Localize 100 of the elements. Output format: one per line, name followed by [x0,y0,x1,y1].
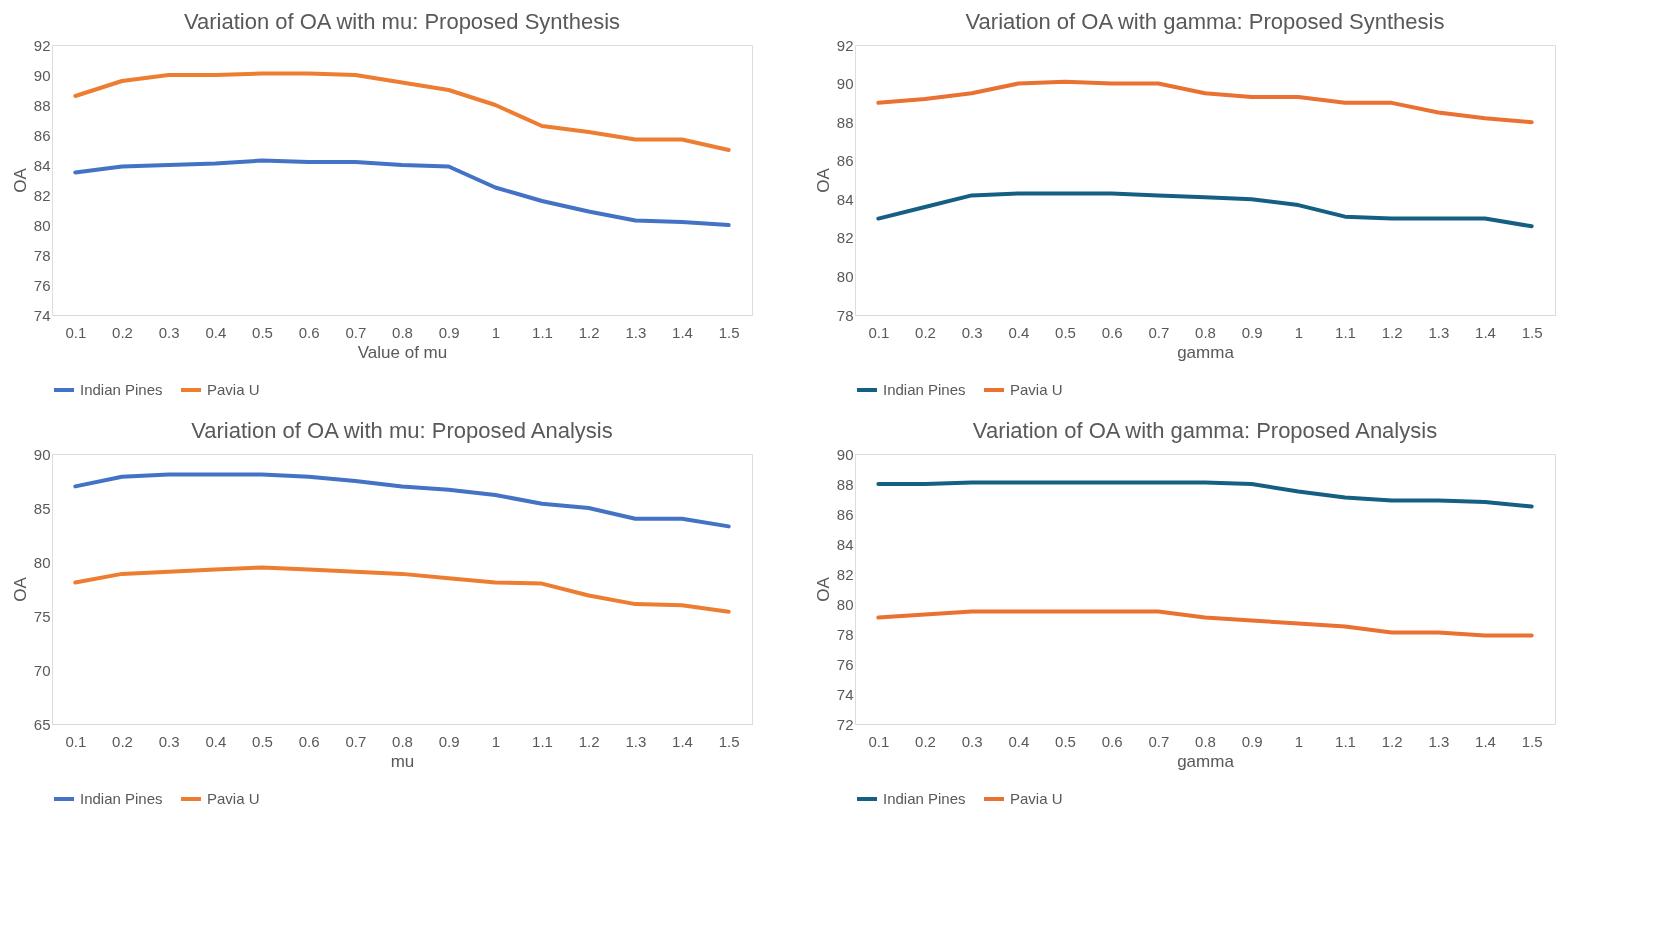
y-tick-label: 86 [836,152,854,170]
x-tick-label: 1.3 [1428,732,1450,750]
y-tick-label: 78 [33,246,51,264]
x-tick-label: 0.5 [252,732,273,750]
y-tick-label: 75 [33,607,51,625]
legend-label: Indian Pines [80,790,163,807]
x-tick-label: 1 [1294,732,1304,750]
y-tick-label: 78 [836,625,854,643]
line-series [73,565,731,614]
x-tick-label: 0.4 [1008,323,1030,341]
x-tick-label: 1.5 [1521,323,1543,341]
x-tick-label: 0.1 [868,323,890,341]
x-tick-label: 1.4 [672,323,693,341]
x-tick-label: 0.8 [392,732,413,750]
x-tick-label: 1.2 [578,323,600,341]
x-tick-label: 1.2 [578,732,600,750]
x-tick-label: 1.4 [1475,732,1496,750]
x-tick-label: 0.8 [1195,732,1216,750]
legend-label: Pavia U [207,790,260,807]
chart-title: Variation of OA with mu: Proposed Synthesis [183,9,621,34]
line-series [73,158,731,227]
x-tick-label: 1.3 [625,732,647,750]
x-tick-label: 1.2 [1381,323,1403,341]
chart-title: Variation of OA with mu: Proposed Analysis [191,418,613,443]
y-tick-label: 84 [33,156,51,174]
x-tick-label: 0.2 [112,732,133,750]
legend-label: Pavia U [207,381,260,398]
x-axis-title: mu [390,751,415,771]
y-tick-label: 70 [33,661,51,679]
x-tick-label: 0.6 [1101,323,1123,341]
x-tick-label: 1.5 [718,732,740,750]
x-tick-label: 1.4 [672,732,693,750]
x-tick-label: 0.7 [345,323,367,341]
y-axis-title: OA [813,576,833,602]
x-tick-label: 1 [491,732,501,750]
x-tick-label: 0.4 [205,323,227,341]
y-tick-label: 86 [836,505,854,523]
y-tick-label: 88 [836,475,854,493]
y-tick-label: 82 [33,186,51,204]
line-series [876,79,1534,125]
chart-title: Variation of OA with gamma: Proposed Synthesis [965,9,1445,34]
legend-label: Pavia U [1010,790,1063,807]
x-tick-label: 0.5 [1055,323,1076,341]
x-tick-label: 0.7 [1148,323,1170,341]
y-tick-label: 92 [836,36,854,54]
x-tick-label: 0.4 [205,732,227,750]
x-tick-label: 1.1 [532,323,553,341]
x-tick-label: 1 [1294,323,1304,341]
x-tick-label: 0.5 [1055,732,1076,750]
legend-label: Indian Pines [883,381,966,398]
x-tick-label: 0.9 [438,323,460,341]
y-tick-label: 80 [33,553,51,571]
x-tick-label: 1.1 [1335,323,1356,341]
y-axis-title: OA [10,167,30,193]
y-tick-label: 82 [836,565,854,583]
x-tick-label: 0.6 [298,732,320,750]
legend-label: Indian Pines [883,790,966,807]
x-tick-label: 0.3 [158,732,180,750]
x-tick-label: 0.1 [65,323,87,341]
line-series [876,480,1534,509]
x-axis-title: Value of mu [357,342,448,362]
x-tick-label: 0.1 [65,732,87,750]
y-tick-label: 88 [836,113,854,131]
y-tick-label: 85 [33,499,51,517]
y-tick-label: 84 [836,190,854,208]
y-axis-title: OA [10,576,30,602]
x-tick-label: 1.1 [532,732,553,750]
y-tick-label: 80 [836,267,854,285]
x-tick-label: 0.3 [158,323,180,341]
x-tick-label: 0.8 [392,323,413,341]
y-tick-label: 92 [33,36,51,54]
y-tick-label: 72 [836,715,854,733]
x-tick-label: 0.2 [915,323,936,341]
x-tick-label: 0.1 [868,732,890,750]
line-series [876,609,1534,638]
x-tick-label: 0.2 [112,323,133,341]
x-tick-label: 0.7 [345,732,367,750]
legend-label: Pavia U [1010,381,1063,398]
x-tick-label: 0.5 [252,323,273,341]
x-tick-label: 0.9 [1241,732,1263,750]
x-tick-label: 1.2 [1381,732,1403,750]
x-tick-label: 0.6 [298,323,320,341]
x-tick-label: 1.4 [1475,323,1496,341]
line-series [876,191,1534,229]
y-tick-label: 74 [33,306,51,324]
x-tick-label: 0.8 [1195,323,1216,341]
x-tick-label: 0.6 [1101,732,1123,750]
y-tick-label: 80 [33,216,51,234]
chart-title: Variation of OA with gamma: Proposed Analysis [972,418,1438,443]
y-tick-label: 74 [836,685,854,703]
y-tick-label: 76 [33,276,51,294]
x-tick-label: 0.3 [961,323,983,341]
y-axis-title: OA [813,167,833,193]
y-tick-label: 80 [836,595,854,613]
y-tick-label: 78 [836,306,854,324]
line-series [73,472,731,529]
x-tick-label: 1.5 [718,323,740,341]
x-axis-title: gamma [1177,751,1235,771]
x-tick-label: 1.1 [1335,732,1356,750]
y-tick-label: 90 [33,66,51,84]
